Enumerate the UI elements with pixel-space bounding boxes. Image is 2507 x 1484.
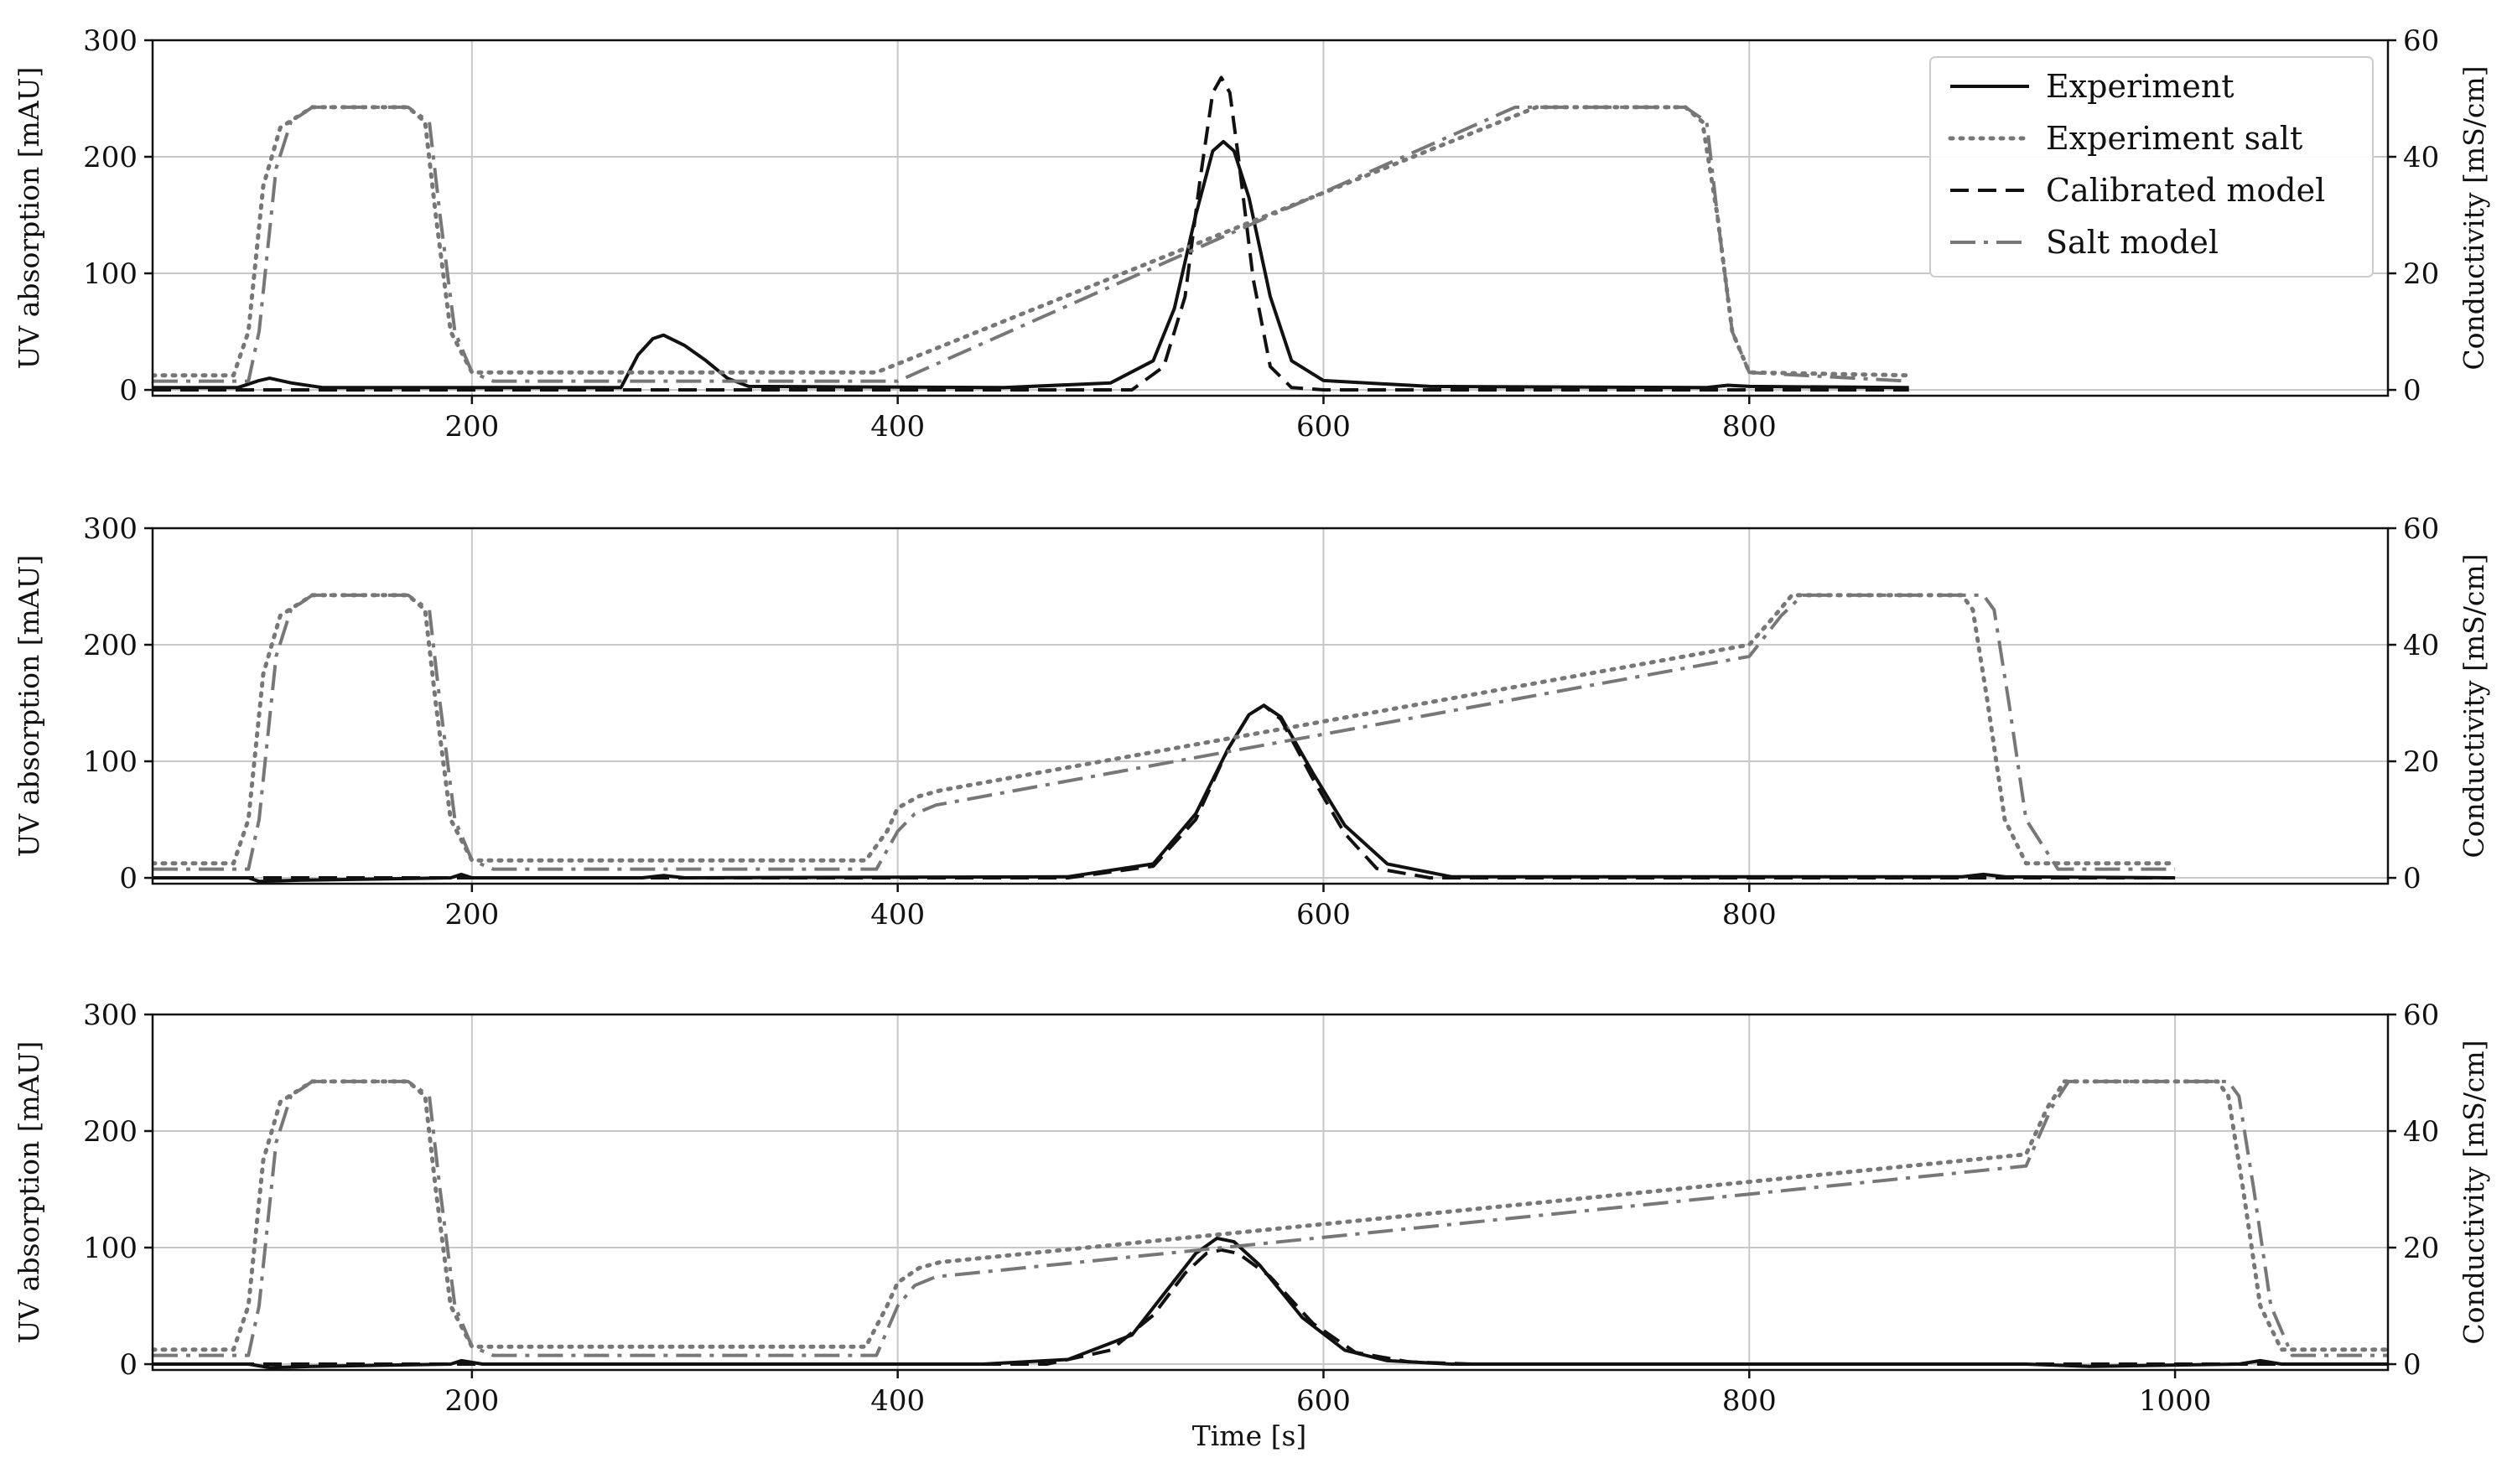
- y-right-tick-label: 40: [2403, 1115, 2439, 1149]
- y-right-tick-label: 60: [2403, 512, 2439, 546]
- legend-box: [1929, 56, 2374, 278]
- y-tick-label: 0: [119, 862, 138, 895]
- legend-entry-label: Experiment salt: [2046, 120, 2302, 157]
- legend-entry-label: Experiment: [2046, 68, 2234, 105]
- x-tick-label: 800: [1722, 1384, 1777, 1418]
- x-tick-label: 800: [1722, 410, 1777, 444]
- x-tick-label: 600: [1296, 1384, 1351, 1418]
- series-group: [153, 75, 1912, 392]
- y-right-tick-label: 20: [2403, 745, 2439, 779]
- y-axis-label: UV absorption [mAU]: [13, 555, 45, 858]
- series-calibrated-model-line: [153, 703, 2176, 880]
- y-right-axis-label: Conductivity [mS/cm]: [2458, 65, 2490, 370]
- x-axis-label: Time [s]: [1192, 1419, 1307, 1452]
- series-group: [153, 1079, 2388, 1370]
- y-tick-label: 0: [119, 374, 138, 407]
- series-experiment-line: [153, 139, 1909, 390]
- y-right-tick-label: 60: [2403, 999, 2439, 1032]
- y-right-tick-label: 40: [2403, 629, 2439, 662]
- series-calibrated-model-line: [153, 1248, 2388, 1366]
- x-tick-label: 600: [1296, 410, 1351, 444]
- series-experiment-line: [153, 703, 2176, 884]
- plot-frame: [151, 527, 2390, 885]
- x-tick-label: 200: [444, 410, 499, 444]
- x-tick-label: 400: [870, 410, 925, 444]
- x-tick-label: 200: [444, 1384, 499, 1418]
- y-tick-label: 300: [83, 512, 138, 546]
- series-salt-model-line: [153, 1079, 2388, 1357]
- x-tick-label: 1000: [2139, 1384, 2212, 1418]
- y-right-tick-label: 0: [2403, 1348, 2421, 1382]
- y-tick-label: 100: [83, 1232, 138, 1265]
- x-tick-label: 400: [870, 1384, 925, 1418]
- y-tick-label: 100: [83, 257, 138, 291]
- y-right-axis-label: Conductivity [mS/cm]: [2458, 1040, 2490, 1344]
- y-right-tick-label: 20: [2403, 257, 2439, 291]
- plot-frame: [151, 39, 2390, 397]
- x-tick-label: 600: [1296, 898, 1351, 931]
- y-tick-label: 200: [83, 1115, 138, 1149]
- x-tick-label: 200: [444, 898, 499, 931]
- panel-1: 0 100 200 300 0 20 40 60 200 400 600 800 UV absorpti…: [13, 24, 2490, 444]
- series-group: [153, 593, 2177, 884]
- y-right-axis-label: Conductivity [mS/cm]: [2458, 553, 2490, 858]
- series-experiment-salt-line: [153, 1079, 2388, 1352]
- y-right-tick-label: 40: [2403, 141, 2439, 174]
- series-calibrated-model-line: [153, 75, 1909, 392]
- y-tick-label: 0: [119, 1348, 138, 1382]
- legend: Experiment Experiment salt Calibrated mode…: [1929, 56, 2374, 278]
- y-right-tick-label: 60: [2403, 24, 2439, 58]
- series-salt-model-line: [153, 105, 1909, 383]
- y-axis-label: UV absorption [mAU]: [13, 1041, 45, 1344]
- legend-entry-label: Salt model: [2046, 224, 2219, 261]
- series-experiment-line: [153, 1236, 2388, 1370]
- y-tick-label: 300: [83, 999, 138, 1032]
- series-experiment-salt-line: [153, 105, 1912, 378]
- panel-3: 0 100 200 300 0 20 40 60 200 400 600 800 1000 UV abso…: [13, 999, 2490, 1452]
- y-right-tick-label: 0: [2403, 862, 2421, 895]
- y-tick-label: 300: [83, 24, 138, 58]
- x-tick-label: 400: [870, 898, 925, 931]
- x-tick-label: 800: [1722, 898, 1777, 931]
- plot-frame: [151, 1013, 2390, 1372]
- y-right-tick-label: 0: [2403, 374, 2421, 407]
- series-salt-model-line: [153, 593, 2176, 871]
- y-tick-label: 200: [83, 629, 138, 662]
- y-axis-label: UV absorption [mAU]: [13, 67, 45, 370]
- y-right-tick-label: 20: [2403, 1232, 2439, 1265]
- legend-entry-label: Calibrated model: [2046, 172, 2325, 209]
- series-experiment-salt-line: [153, 593, 2177, 866]
- y-tick-label: 100: [83, 745, 138, 779]
- y-tick-label: 200: [83, 141, 138, 174]
- panel-2: 0 100 200 300 0 20 40 60 200 400 600 800 UV absorpti…: [13, 512, 2490, 931]
